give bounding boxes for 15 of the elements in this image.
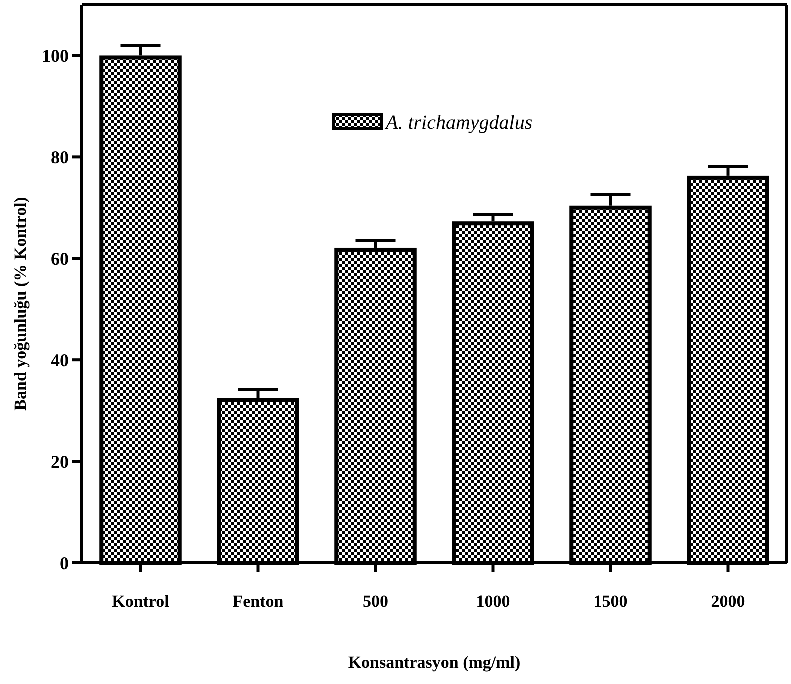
- x-tick-label: 2000: [711, 592, 746, 611]
- x-tick-label: Fenton: [232, 592, 284, 611]
- x-tick-label: 1500: [594, 592, 628, 611]
- legend-label: A. trichamygdalus: [384, 112, 533, 134]
- y-tick-label: 20: [51, 452, 69, 472]
- x-tick-label: 500: [363, 592, 388, 611]
- y-tick-label: 100: [42, 46, 69, 66]
- y-tick-label: 80: [51, 147, 69, 168]
- y-tick-label: 60: [51, 248, 69, 269]
- y-tick-label: 40: [51, 350, 69, 370]
- y-axis-title: Band yoğunluğu (% Kontrol): [11, 197, 30, 411]
- x-tick-label: Kontrol: [112, 592, 170, 611]
- y-tick-label: 0: [60, 553, 69, 574]
- x-axis-title: Konsantrasyon (mg/ml): [348, 653, 521, 672]
- x-tick-label: 1000: [476, 592, 510, 611]
